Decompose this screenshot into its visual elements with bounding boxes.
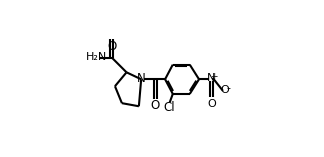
Text: N: N [207,73,215,84]
Text: O: O [207,99,216,109]
Text: -: - [226,84,230,94]
Text: O: O [220,85,229,95]
Text: O: O [150,99,160,112]
Text: O: O [107,40,117,53]
Text: Cl: Cl [163,101,175,114]
Text: N: N [137,72,145,85]
Text: H₂N: H₂N [86,52,107,62]
Text: +: + [210,72,218,81]
